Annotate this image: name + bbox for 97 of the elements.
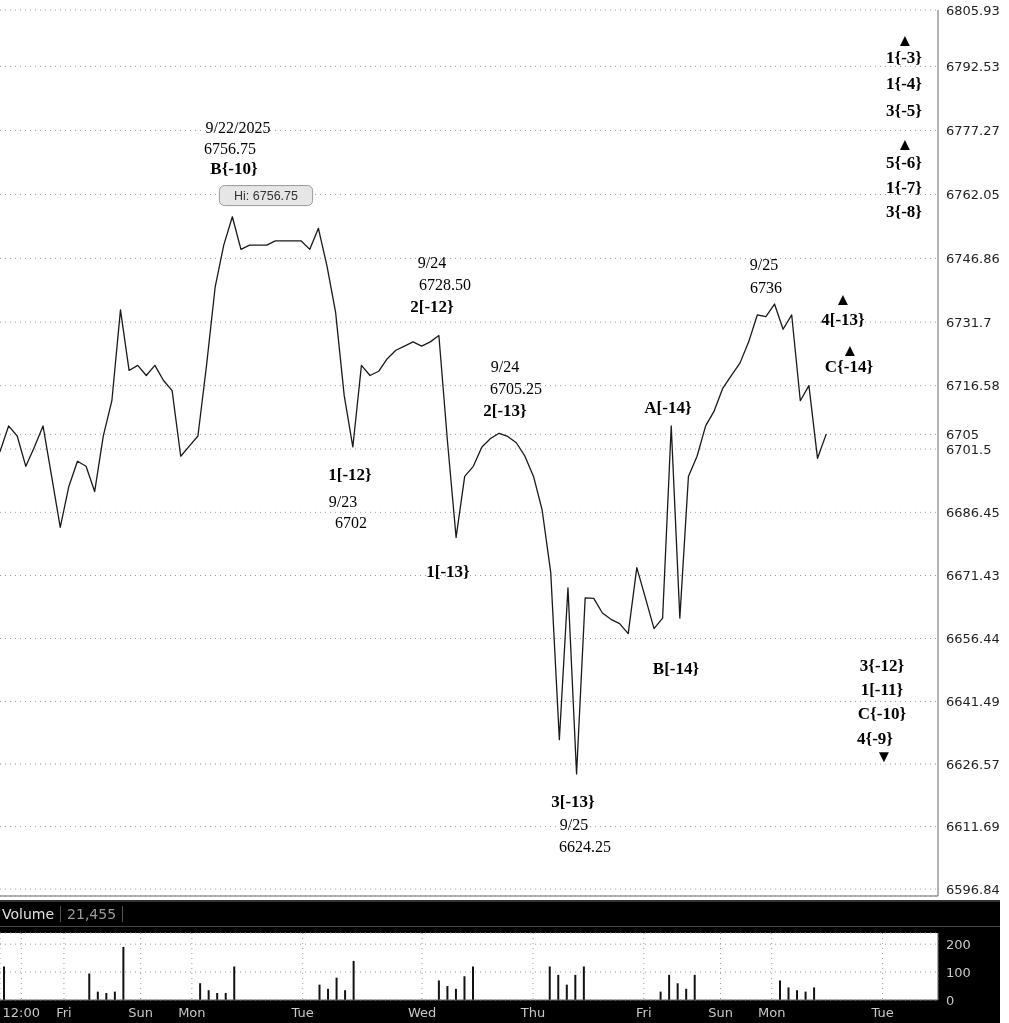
y-tick-label: 6762.05 bbox=[946, 187, 1000, 203]
x-tick-label: 12:00 bbox=[2, 1005, 41, 1021]
annotation: 9/24 bbox=[417, 254, 447, 272]
x-tick-label: Mon bbox=[758, 1005, 786, 1021]
annotation: 9/24 bbox=[490, 358, 520, 376]
annotation: 2[-13} bbox=[483, 401, 528, 421]
annotation: 1{-3} bbox=[885, 47, 923, 67]
bar bbox=[318, 984, 321, 1000]
bar bbox=[199, 983, 202, 1000]
x-tick-label: Mon bbox=[178, 1005, 206, 1021]
bar bbox=[668, 974, 671, 1000]
bar bbox=[472, 966, 474, 1000]
y-tick-label: 6671.43 bbox=[946, 568, 1000, 584]
bar bbox=[233, 966, 236, 1000]
y-tick-label: 6805.93 bbox=[946, 2, 1000, 18]
annotation: 6624.25 bbox=[559, 838, 611, 856]
x-tick-label: Fri bbox=[636, 1005, 652, 1021]
bar bbox=[685, 988, 688, 1000]
bar bbox=[582, 966, 585, 1000]
x-tick-label: Tue bbox=[290, 1005, 314, 1021]
bar bbox=[88, 973, 91, 1000]
bar bbox=[693, 974, 696, 1000]
x-tick-label: Tue bbox=[870, 1005, 894, 1021]
annotation: 9/25 bbox=[559, 816, 589, 834]
annotation: 9/22/2025 bbox=[205, 118, 271, 136]
annotation: 9/25 bbox=[749, 256, 779, 274]
x-tick-label: Fri bbox=[56, 1005, 72, 1021]
bar bbox=[3, 966, 5, 1000]
annotation: 6756.75 bbox=[204, 139, 256, 157]
annotation: 3{-5} bbox=[885, 100, 923, 120]
annotation: 6702 bbox=[335, 513, 367, 531]
annotation: 2[-12} bbox=[410, 297, 455, 317]
annotation: ▲ bbox=[896, 30, 914, 50]
bar bbox=[557, 974, 560, 1000]
y-tick-label: 6731.7 bbox=[946, 314, 992, 330]
y-tick-label: 6792.53 bbox=[946, 58, 1000, 74]
annotation: 6736 bbox=[750, 279, 782, 297]
y-tick-label: 200 bbox=[946, 936, 971, 952]
y-tick-label: 6701.5 bbox=[946, 441, 992, 457]
annotation: 9/23 bbox=[328, 492, 358, 510]
annotation: 1[-12} bbox=[328, 464, 373, 484]
annotation: 3[-13} bbox=[551, 792, 596, 812]
y-tick-label: 100 bbox=[946, 964, 971, 980]
x-tick-label: Sun bbox=[128, 1005, 154, 1021]
x-tick-label: Sun bbox=[708, 1005, 733, 1021]
bar bbox=[565, 984, 568, 1000]
x-tick-label: Thu bbox=[519, 1005, 546, 1021]
annotation: 1{-4} bbox=[885, 73, 923, 93]
bar bbox=[463, 976, 466, 1000]
annotation: B{-10} bbox=[210, 158, 258, 178]
annotation: ▲ bbox=[896, 134, 914, 154]
y-tick-label: 6611.69 bbox=[946, 819, 1000, 835]
annotation: 1{-7} bbox=[885, 177, 923, 197]
y-tick-label: 6746.86 bbox=[946, 250, 1000, 266]
chart-subtitle: 21,455 bbox=[60, 906, 124, 922]
annotation: C{-10} bbox=[857, 704, 907, 724]
y-tick-label: 6777.27 bbox=[946, 123, 1000, 139]
annotation: ▲ bbox=[834, 290, 852, 310]
annotation: 6728.50 bbox=[419, 276, 471, 294]
bar bbox=[796, 990, 799, 1000]
chart-title: Volume bbox=[1, 906, 56, 922]
bar bbox=[327, 988, 330, 1000]
y-tick-label: 6705 bbox=[946, 426, 980, 442]
annotation: ▼ bbox=[875, 747, 893, 767]
y-tick-label: 6641.49 bbox=[946, 693, 1000, 709]
bar bbox=[207, 990, 210, 1000]
annotation: 1[-11} bbox=[860, 680, 904, 700]
bar bbox=[446, 986, 449, 1000]
bar bbox=[437, 980, 440, 1000]
bar bbox=[352, 960, 355, 1000]
bar bbox=[344, 990, 347, 1000]
bar bbox=[122, 946, 125, 1000]
annotation: 4{-9} bbox=[856, 729, 894, 749]
y-tick-label: 6686.45 bbox=[946, 504, 1000, 520]
annotation: B[-14} bbox=[652, 658, 700, 678]
y-tick-label: 6626.57 bbox=[946, 756, 1000, 772]
annotation: 6705.25 bbox=[490, 380, 542, 398]
bar bbox=[778, 980, 781, 1000]
annotation: 5{-6} bbox=[885, 152, 923, 172]
y-tick-label: 6656.44 bbox=[946, 631, 1000, 647]
annotation: 3{-8} bbox=[885, 201, 923, 221]
bar bbox=[454, 988, 457, 1000]
annotation: 4[-13} bbox=[821, 310, 866, 330]
bar bbox=[574, 974, 577, 1000]
annotation: 3{-12} bbox=[859, 655, 905, 675]
annotation: 1[-13} bbox=[426, 561, 471, 581]
y-tick-label: 6716.58 bbox=[946, 378, 1000, 394]
annotation: A[-14} bbox=[644, 398, 692, 418]
bar bbox=[676, 983, 679, 1000]
bar bbox=[335, 977, 338, 1000]
annotation: Hi: 6756.75 bbox=[234, 189, 299, 204]
y-tick-label: 6596.84 bbox=[946, 881, 1000, 897]
x-tick-label: Wed bbox=[407, 1005, 437, 1021]
bar bbox=[548, 966, 551, 1000]
y-tick-label: 0 bbox=[946, 992, 955, 1008]
bar bbox=[787, 987, 790, 1000]
bar bbox=[813, 987, 816, 1000]
